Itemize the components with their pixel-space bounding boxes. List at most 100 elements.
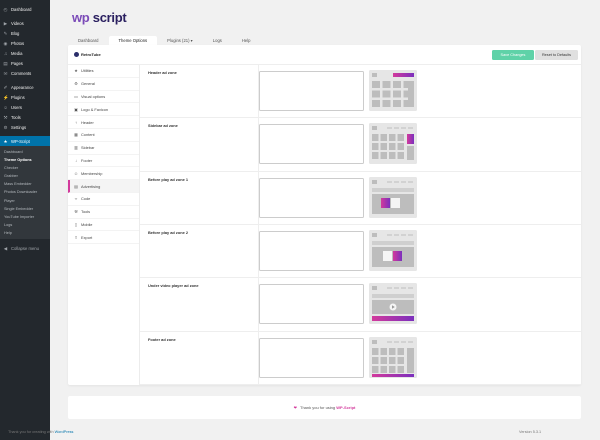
save-changes-button[interactable]: Save Changes (492, 50, 534, 60)
options-nav-code[interactable]: ‹› Code (68, 193, 139, 206)
preview-thumb (372, 152, 379, 160)
ad-zone-textarea[interactable] (259, 230, 364, 271)
submenu-item[interactable]: Logs (4, 222, 13, 227)
options-nav-footer[interactable]: ↓ Footer (68, 155, 139, 168)
options-nav-label: Export (81, 234, 93, 240)
admin-menu-photos[interactable]: ◉ Photos (0, 38, 50, 48)
collapse-menu-button[interactable]: ◀ Collapse menu (0, 243, 50, 253)
tab-help[interactable]: Help (232, 36, 261, 45)
tab-dashboard[interactable]: Dashboard (68, 36, 109, 45)
admin-menu-dashboard[interactable]: ◴ Dashboard (0, 4, 50, 14)
arrow-down-icon: ↓ (75, 157, 77, 163)
options-nav-export[interactable]: ⇪ Export (68, 231, 139, 245)
options-nav-content[interactable]: ▦ Content (68, 129, 139, 142)
wpscript-link[interactable]: WP-Script (336, 405, 356, 410)
preview-thumb (372, 347, 379, 355)
options-nav-tools[interactable]: ⚒ Tools (68, 206, 139, 219)
admin-menu-videos[interactable]: ▶ Videos (0, 18, 50, 28)
admin-menu-wp-script[interactable]: ★ WP-Script (0, 136, 50, 146)
preview-nav-dash (408, 341, 413, 343)
admin-menu-media[interactable]: ♫ Media (0, 48, 50, 58)
monitor-icon: ▭ (74, 93, 78, 99)
admin-menu-users[interactable]: ☺ Users (0, 102, 50, 112)
options-nav-label: Membership (81, 170, 103, 176)
ad-zone-textarea[interactable] (259, 284, 364, 325)
submenu-item[interactable]: Photos Downloader (4, 190, 38, 195)
preview-title-bar (372, 294, 414, 299)
wpscript-logo: wp script (72, 10, 127, 25)
options-nav-general[interactable]: ⚙ General (68, 78, 139, 91)
submenu-item[interactable]: Player (4, 198, 15, 203)
ad-zone-textarea[interactable] (259, 124, 364, 165)
preview-logo (372, 339, 377, 344)
options-nav-logo-favicon[interactable]: ▣ Logo & Favicon (68, 103, 139, 117)
admin-menu-appearance[interactable]: ✐ Appearance (0, 82, 50, 92)
ad-zone-row: Header ad zone (140, 65, 581, 119)
ad-zone-textarea[interactable] (259, 177, 364, 218)
mobile-icon: ▯ (74, 221, 78, 227)
options-nav-header[interactable]: ↑ Header (68, 116, 139, 129)
options-nav-label: General (81, 81, 95, 87)
options-nav-mobile[interactable]: ▯ Mobile (68, 219, 139, 232)
ad-zone-textarea[interactable] (259, 337, 364, 378)
options-nav-sidebar[interactable]: ▥ Sidebar (68, 142, 139, 155)
admin-menu-label: Appearance (11, 84, 34, 90)
wp-footer-prefix: Thank you for creating with (8, 430, 54, 434)
ad-zone-preview-graphic (372, 339, 414, 377)
reset-defaults-button[interactable]: Reset to Defaults (535, 50, 578, 60)
submenu-item[interactable]: Dashboard (4, 150, 23, 154)
preview-ad-slot (391, 197, 400, 208)
preview-title-bar (372, 187, 414, 192)
wordpress-link[interactable]: WordPress (54, 430, 74, 434)
submenu-item[interactable]: Grabber (4, 174, 18, 179)
preview-thumb (372, 90, 380, 98)
options-nav-utilities[interactable]: ★ Utilities (68, 65, 139, 78)
submenu-item[interactable]: Single Embedder (4, 206, 34, 211)
tab-logs[interactable]: Logs (203, 36, 232, 45)
preview-logo (372, 179, 377, 184)
tab-label: Plugins (167, 38, 181, 43)
tab-plugins[interactable]: Plugins (21) ▾ (167, 38, 193, 43)
preview-logo (372, 73, 377, 77)
preview-ad-highlight (372, 373, 414, 377)
submenu-item[interactable]: Theme Options (4, 158, 32, 163)
admin-menu-settings[interactable]: ⚙ Settings (0, 122, 50, 132)
preview-thumb (397, 356, 404, 364)
admin-menu-comments[interactable]: ✉ Comments (0, 68, 50, 78)
options-nav-advertising[interactable]: ▤ Advertising (68, 180, 139, 193)
admin-menu-label: Photos (11, 40, 25, 46)
comment-icon: ✉ (3, 70, 8, 76)
options-nav-visual-options[interactable]: ▭ Visual options (68, 91, 139, 104)
ad-zone-textarea[interactable] (259, 71, 364, 111)
main-tabs: Dashboard Theme Options Plugins (21) ▾ Logs… (68, 36, 261, 45)
preview-thumb (393, 90, 401, 98)
grid-icon: ▦ (74, 132, 78, 138)
admin-menu-label: Pages (11, 60, 23, 66)
video-icon: ▶ (3, 20, 8, 26)
ad-zone-preview (369, 70, 417, 111)
content-area: wp script Dashboard Theme Options Plugins … (50, 0, 600, 440)
preview-thumb (397, 347, 404, 355)
submenu-item[interactable]: Checker (4, 166, 19, 171)
submenu-item[interactable]: YouTube Importer (4, 214, 35, 219)
admin-menu-label: WP-Script (11, 138, 30, 144)
ad-zone-preview (369, 283, 417, 325)
preview-thumb (372, 143, 379, 151)
preview-ad-highlight (381, 197, 390, 208)
tab-theme-options[interactable]: Theme Options (108, 36, 158, 45)
admin-menu-tools[interactable]: ⚒ Tools (0, 112, 50, 122)
preview-thumb (372, 356, 379, 364)
theme-options-panel: RetroTube Save Changes Reset to Defaults… (68, 45, 581, 385)
preview-nav-dash (408, 234, 413, 236)
options-nav-membership[interactable]: ☺ Membership (68, 167, 139, 181)
preview-thumb (380, 143, 387, 151)
ad-zone-row: Under video player ad zone (140, 278, 581, 332)
options-nav-label: Content (81, 132, 95, 138)
submenu-item[interactable]: Help (4, 230, 12, 235)
admin-menu-plugins[interactable]: ⚡ Plugins (0, 92, 50, 102)
admin-menu-label: Users (11, 104, 22, 110)
admin-menu-pages[interactable]: ▤ Pages (0, 58, 50, 68)
submenu-item[interactable]: Mass Embedder (4, 182, 32, 187)
admin-menu-blog[interactable]: ✎ Blog (0, 28, 50, 38)
preview-thumb (382, 81, 391, 88)
